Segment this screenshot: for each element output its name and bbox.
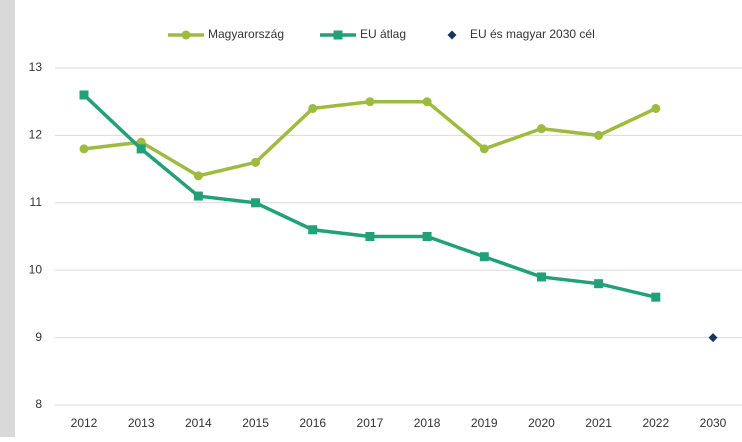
marker [536,272,546,282]
x-tick-label: 2015 [242,416,269,430]
marker [708,333,718,343]
marker [365,97,375,107]
x-tick-label: 2017 [357,416,384,430]
x-tick-label: 2020 [528,416,555,430]
marker [651,292,661,302]
marker [251,157,261,167]
marker [479,144,489,154]
marker [422,97,432,107]
marker [365,232,375,241]
marker [594,279,604,289]
marker [479,252,489,262]
legend-marker [181,30,191,40]
legend-marker [333,30,343,40]
legend-label: Magyarország [208,27,284,41]
x-tick-label: 2014 [185,416,212,430]
marker [651,103,661,113]
y-tick-label: 9 [35,330,42,344]
marker [79,144,89,154]
x-tick-label: 2019 [471,416,498,430]
marker [193,171,203,181]
x-tick-label: 2012 [71,416,98,430]
marker [136,144,146,154]
marker [308,103,318,113]
x-tick-label: 2018 [414,416,441,430]
marker [308,225,318,235]
y-tick-label: 11 [30,195,43,209]
x-tick-label: 2021 [585,416,612,430]
marker [422,232,432,241]
x-tick-label: 2013 [128,416,155,430]
x-tick-label: 2022 [642,416,669,430]
legend-label: EU és magyar 2030 cél [470,27,595,41]
marker [536,124,546,134]
y-tick-label: 12 [29,128,43,142]
legend-marker [447,30,457,40]
y-tick-label: 10 [29,262,43,276]
marker [251,198,261,208]
y-tick-label: 8 [35,397,42,411]
x-tick-label: 2016 [299,416,326,430]
marker [193,191,203,201]
marker [79,90,89,100]
marker [594,130,604,140]
frame [0,0,15,437]
y-tick-label: 13 [29,60,43,74]
legend-label: EU átlag [360,27,406,41]
x-tick-label: 2030 [700,416,727,430]
